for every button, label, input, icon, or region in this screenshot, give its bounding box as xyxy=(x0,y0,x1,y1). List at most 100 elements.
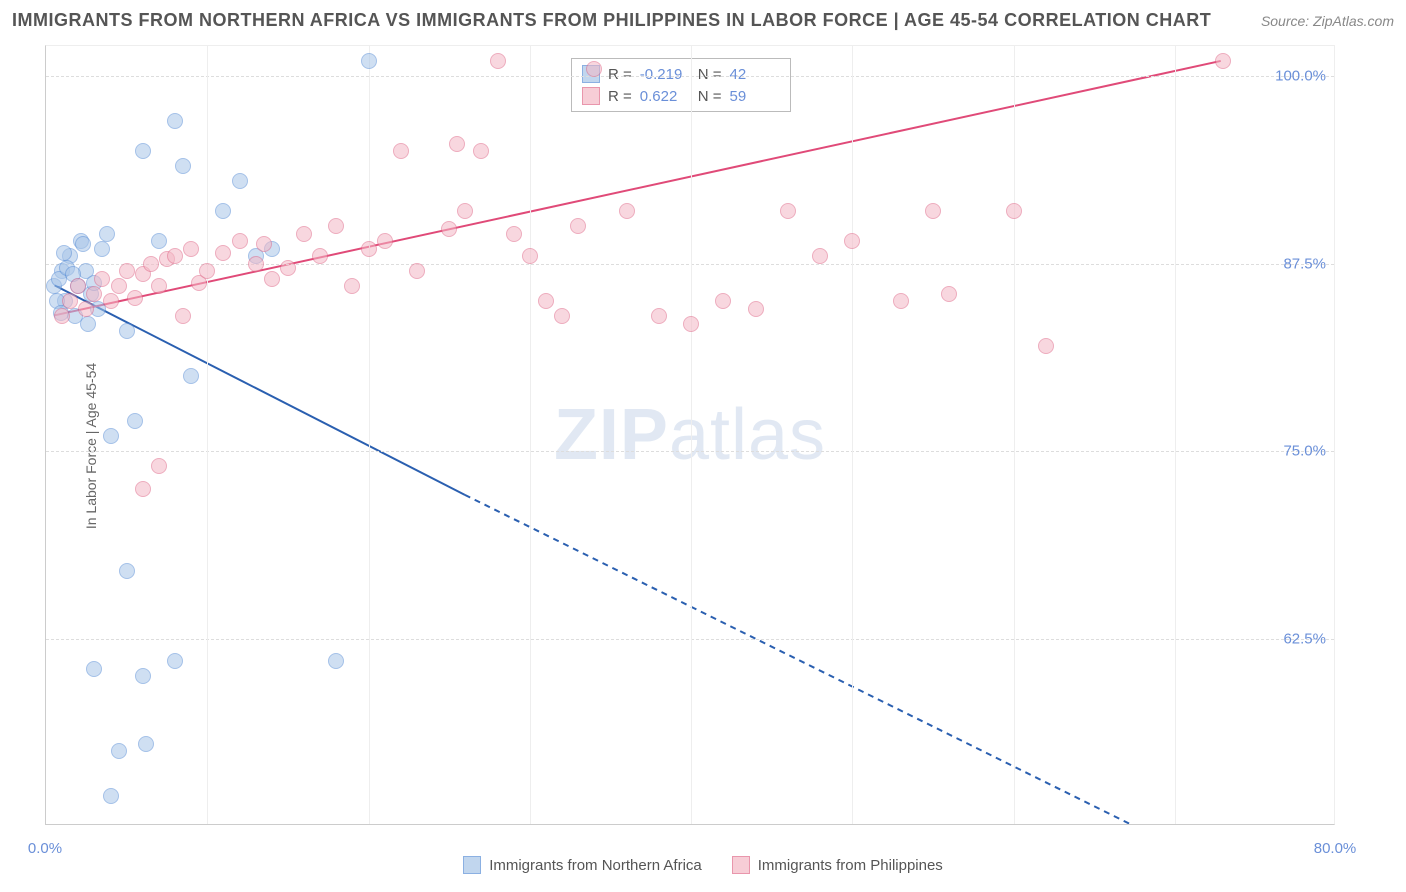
gridline-vertical xyxy=(1175,46,1176,824)
data-point xyxy=(183,241,199,257)
correlation-legend: R = -0.219 N = 42 R = 0.622 N = 59 xyxy=(571,58,791,112)
data-point xyxy=(328,653,344,669)
gridline-vertical xyxy=(530,46,531,824)
gridline-horizontal xyxy=(46,76,1334,77)
data-point xyxy=(328,218,344,234)
watermark-zip: ZIP xyxy=(554,395,669,475)
data-point xyxy=(264,271,280,287)
data-point xyxy=(135,143,151,159)
legend-r-value: 0.622 xyxy=(640,88,690,105)
data-point xyxy=(441,221,457,237)
data-point xyxy=(619,203,635,219)
data-point xyxy=(780,203,796,219)
data-point xyxy=(119,323,135,339)
trend-line xyxy=(55,285,465,494)
legend-n-value: 42 xyxy=(730,66,780,83)
gridline-horizontal xyxy=(46,639,1334,640)
series-legend-label: Immigrants from Northern Africa xyxy=(489,857,702,874)
data-point xyxy=(748,301,764,317)
data-point xyxy=(86,286,102,302)
data-point xyxy=(103,428,119,444)
data-point xyxy=(103,293,119,309)
data-point xyxy=(199,263,215,279)
data-point xyxy=(119,563,135,579)
legend-r-label: R = xyxy=(608,88,632,105)
gridline-vertical xyxy=(852,46,853,824)
data-point xyxy=(70,278,86,294)
trend-line-extrapolated xyxy=(465,495,1221,824)
data-point xyxy=(127,290,143,306)
data-point xyxy=(256,236,272,252)
chart-header: IMMIGRANTS FROM NORTHERN AFRICA VS IMMIG… xyxy=(12,10,1394,31)
data-point xyxy=(490,53,506,69)
data-point xyxy=(844,233,860,249)
data-point xyxy=(75,236,91,252)
data-point xyxy=(570,218,586,234)
y-tick-label: 100.0% xyxy=(1275,68,1326,85)
data-point xyxy=(296,226,312,242)
data-point xyxy=(54,308,70,324)
data-point xyxy=(361,53,377,69)
data-point xyxy=(103,788,119,804)
data-point xyxy=(127,413,143,429)
data-point xyxy=(586,61,602,77)
data-point xyxy=(175,158,191,174)
x-tick-label: 0.0% xyxy=(28,840,62,857)
data-point xyxy=(715,293,731,309)
data-point xyxy=(151,233,167,249)
data-point xyxy=(522,248,538,264)
data-point xyxy=(111,278,127,294)
data-point xyxy=(651,308,667,324)
data-point xyxy=(361,241,377,257)
data-point xyxy=(94,271,110,287)
data-point xyxy=(457,203,473,219)
y-tick-label: 62.5% xyxy=(1283,630,1326,647)
y-tick-label: 75.0% xyxy=(1283,443,1326,460)
series-legend-item: Immigrants from Northern Africa xyxy=(463,856,702,874)
data-point xyxy=(62,293,78,309)
legend-swatch xyxy=(582,87,600,105)
data-point xyxy=(135,668,151,684)
data-point xyxy=(377,233,393,249)
data-point xyxy=(80,316,96,332)
data-point xyxy=(135,481,151,497)
data-point xyxy=(925,203,941,219)
data-point xyxy=(138,736,154,752)
data-point xyxy=(449,136,465,152)
source-attribution: Source: ZipAtlas.com xyxy=(1261,13,1394,29)
series-legend-label: Immigrants from Philippines xyxy=(758,857,943,874)
data-point xyxy=(409,263,425,279)
legend-r-label: R = xyxy=(608,66,632,83)
watermark: ZIPatlas xyxy=(554,394,826,476)
data-point xyxy=(111,743,127,759)
chart-plot-area: ZIPatlas R = -0.219 N = 42 R = 0.622 N = 59 62.… xyxy=(45,45,1335,825)
legend-n-label: N = xyxy=(698,88,722,105)
data-point xyxy=(393,143,409,159)
gridline-vertical xyxy=(369,46,370,824)
series-legend-item: Immigrants from Philippines xyxy=(732,856,943,874)
data-point xyxy=(232,233,248,249)
legend-r-value: -0.219 xyxy=(640,66,690,83)
data-point xyxy=(151,278,167,294)
gridline-vertical xyxy=(691,46,692,824)
legend-row: R =-0.219N =42 xyxy=(582,63,780,85)
data-point xyxy=(167,248,183,264)
legend-swatch xyxy=(463,856,481,874)
y-tick-label: 87.5% xyxy=(1283,255,1326,272)
data-point xyxy=(99,226,115,242)
data-point xyxy=(119,263,135,279)
data-point xyxy=(473,143,489,159)
gridline-vertical xyxy=(207,46,208,824)
data-point xyxy=(78,301,94,317)
data-point xyxy=(554,308,570,324)
data-point xyxy=(344,278,360,294)
data-point xyxy=(683,316,699,332)
chart-title: IMMIGRANTS FROM NORTHERN AFRICA VS IMMIG… xyxy=(12,10,1211,31)
data-point xyxy=(167,113,183,129)
data-point xyxy=(215,203,231,219)
legend-n-value: 59 xyxy=(730,88,780,105)
legend-row: R = 0.622 N = 59 xyxy=(582,85,780,107)
x-tick-label: 80.0% xyxy=(1314,840,1357,857)
gridline-horizontal xyxy=(46,264,1334,265)
data-point xyxy=(86,661,102,677)
